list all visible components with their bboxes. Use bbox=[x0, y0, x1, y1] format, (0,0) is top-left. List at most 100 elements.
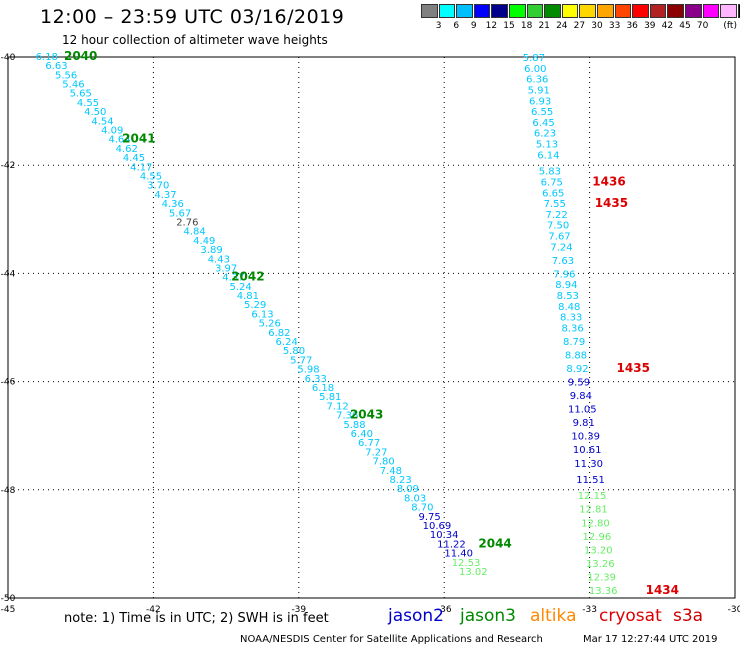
wave-height-value: 13.20 bbox=[584, 545, 613, 556]
wave-height-value: 3.70 bbox=[147, 181, 169, 192]
y-tick-label: -50 bbox=[1, 594, 16, 604]
wave-height-value: 13.26 bbox=[586, 559, 615, 570]
wave-height-value: 8.53 bbox=[557, 291, 579, 302]
colorbar-swatch bbox=[561, 4, 579, 18]
colorbar-label: 24 bbox=[556, 21, 568, 31]
x-tick-label: -30 bbox=[728, 605, 740, 615]
wave-height-value: 9.81 bbox=[573, 418, 595, 429]
colorbar-swatch bbox=[456, 4, 473, 18]
wave-height-value: 4.37 bbox=[222, 273, 244, 284]
wave-height-value: 8.79 bbox=[563, 337, 585, 348]
wave-height-value: 6.00 bbox=[524, 64, 546, 75]
wave-height-value: 2.76 bbox=[176, 217, 198, 228]
wave-height-value: 5.65 bbox=[70, 89, 92, 100]
map-subtitle: 12 hour collection of altimeter wave hei… bbox=[62, 33, 328, 47]
legend-jason3: jason3 bbox=[460, 606, 516, 626]
colorbar-swatch bbox=[508, 4, 526, 18]
wave-height-value: 5.98 bbox=[297, 365, 319, 376]
y-tick-label: -48 bbox=[1, 486, 16, 496]
colorbar-swatch bbox=[702, 4, 720, 18]
wave-height-value: 7.96 bbox=[553, 269, 575, 280]
wave-height-value: 10.61 bbox=[573, 445, 602, 456]
wave-height-value: 8.88 bbox=[565, 351, 587, 362]
wave-height-value: 3.89 bbox=[200, 245, 222, 256]
wave-height-value: 5.80 bbox=[283, 346, 305, 357]
wave-height-value: 10.34 bbox=[430, 530, 459, 541]
wave-height-value: 11.40 bbox=[444, 549, 473, 560]
colorbar-label: 15 bbox=[503, 21, 515, 31]
wave-height-value: 5.88 bbox=[343, 420, 365, 431]
wave-height-value: 5.77 bbox=[290, 355, 312, 366]
wave-height-value: 4.43 bbox=[208, 254, 230, 265]
wave-height-value: 6.77 bbox=[358, 438, 380, 449]
x-tick-label: -33 bbox=[582, 605, 597, 615]
y-tick-label: -40 bbox=[1, 53, 16, 63]
colorbar-swatch bbox=[438, 4, 456, 18]
generated-timestamp: Mar 17 12:27:44 UTC 2019 bbox=[583, 634, 718, 645]
y-tick-label: -46 bbox=[1, 378, 16, 388]
pass-time-label: 1434 bbox=[646, 583, 679, 597]
colorbar-swatch bbox=[473, 4, 491, 18]
wave-height-value: 6.18 bbox=[312, 383, 334, 394]
wave-height-value: 4.64 bbox=[108, 135, 130, 146]
wave-height-value: 8.48 bbox=[558, 302, 580, 313]
wave-height-value: 7.55 bbox=[544, 199, 566, 210]
wave-height-value: 7.48 bbox=[380, 466, 402, 477]
colorbar-label: 3 bbox=[435, 21, 442, 31]
wave-height-value: 4.36 bbox=[162, 199, 184, 210]
pass-time-label: 2041 bbox=[122, 132, 155, 146]
y-tick-label: -44 bbox=[1, 269, 16, 279]
wave-height-value: 8.92 bbox=[566, 364, 588, 375]
colorbar-swatch bbox=[491, 4, 508, 18]
wave-height-value: 8.36 bbox=[562, 324, 584, 335]
colorbar-label: 6 bbox=[453, 21, 460, 31]
wave-height-value: 5.13 bbox=[536, 140, 558, 151]
wave-height-value: 5.26 bbox=[259, 319, 281, 330]
wave-height-value: 6.36 bbox=[526, 75, 548, 86]
wave-height-value: 6.40 bbox=[351, 429, 373, 440]
legend-cryosat: cryosat bbox=[599, 606, 662, 626]
colorbar-label: 70 bbox=[696, 21, 709, 31]
map-frame bbox=[7, 56, 736, 599]
wave-height-value: 6.55 bbox=[531, 107, 553, 118]
wave-height-value: 7.12 bbox=[326, 401, 348, 412]
wave-height-value: 4.62 bbox=[116, 144, 138, 155]
pass-time-label: 2042 bbox=[231, 270, 264, 284]
wave-height-value: 11.05 bbox=[568, 405, 597, 416]
map-title: 12:00 – 23:59 UTC 03/16/2019 bbox=[40, 6, 345, 28]
pass-time-label: 1435 bbox=[617, 361, 650, 375]
wave-height-value: 12.80 bbox=[581, 518, 610, 529]
wave-height-value: 7.27 bbox=[365, 447, 387, 458]
wave-height-value: 6.13 bbox=[251, 309, 273, 320]
wave-height-value: 7.36 bbox=[336, 411, 358, 422]
colorbar-label: 12 bbox=[485, 21, 498, 31]
wave-height-value: 5.91 bbox=[528, 85, 550, 96]
wave-height-value: 4.50 bbox=[84, 107, 106, 118]
wave-height-value: 6.63 bbox=[45, 61, 67, 72]
wave-height-value: 7.24 bbox=[550, 242, 572, 253]
colorbar-label: (ft) bbox=[723, 21, 737, 31]
wave-height-value: 7.22 bbox=[546, 210, 568, 221]
colorbar-label: 9 bbox=[470, 21, 477, 31]
pass-time-label: 1435 bbox=[595, 196, 628, 210]
colorbar-swatch bbox=[632, 4, 649, 18]
wave-height-value: 7.80 bbox=[372, 457, 394, 468]
colorbar-labels: 3 6 9 12 15 18 21 24 27 30 33 36 39 42 45 70 (ft) bbox=[421, 21, 740, 33]
wave-height-value: 4.37 bbox=[154, 190, 176, 201]
colorbar-swatch bbox=[614, 4, 632, 18]
colorbar bbox=[421, 4, 740, 18]
colorbar-label: 42 bbox=[661, 21, 674, 31]
x-tick-label: -36 bbox=[437, 605, 452, 615]
colorbar-swatch bbox=[544, 4, 561, 18]
colorbar-swatch bbox=[579, 4, 596, 18]
wave-height-value: 13.02 bbox=[459, 567, 488, 578]
wave-height-value: 12.96 bbox=[583, 532, 612, 543]
wave-height-value: 5.56 bbox=[55, 70, 77, 81]
wave-height-value: 8.70 bbox=[411, 503, 433, 514]
credit-text: NOAA/NESDIS Center for Satellite Applica… bbox=[240, 634, 543, 645]
wave-height-value: 4.09 bbox=[101, 125, 123, 136]
wave-height-value: 8.33 bbox=[560, 313, 582, 324]
colorbar-label: 39 bbox=[644, 21, 656, 31]
footnote: note: 1) Time is in UTC; 2) SWH is in fe… bbox=[64, 611, 329, 626]
